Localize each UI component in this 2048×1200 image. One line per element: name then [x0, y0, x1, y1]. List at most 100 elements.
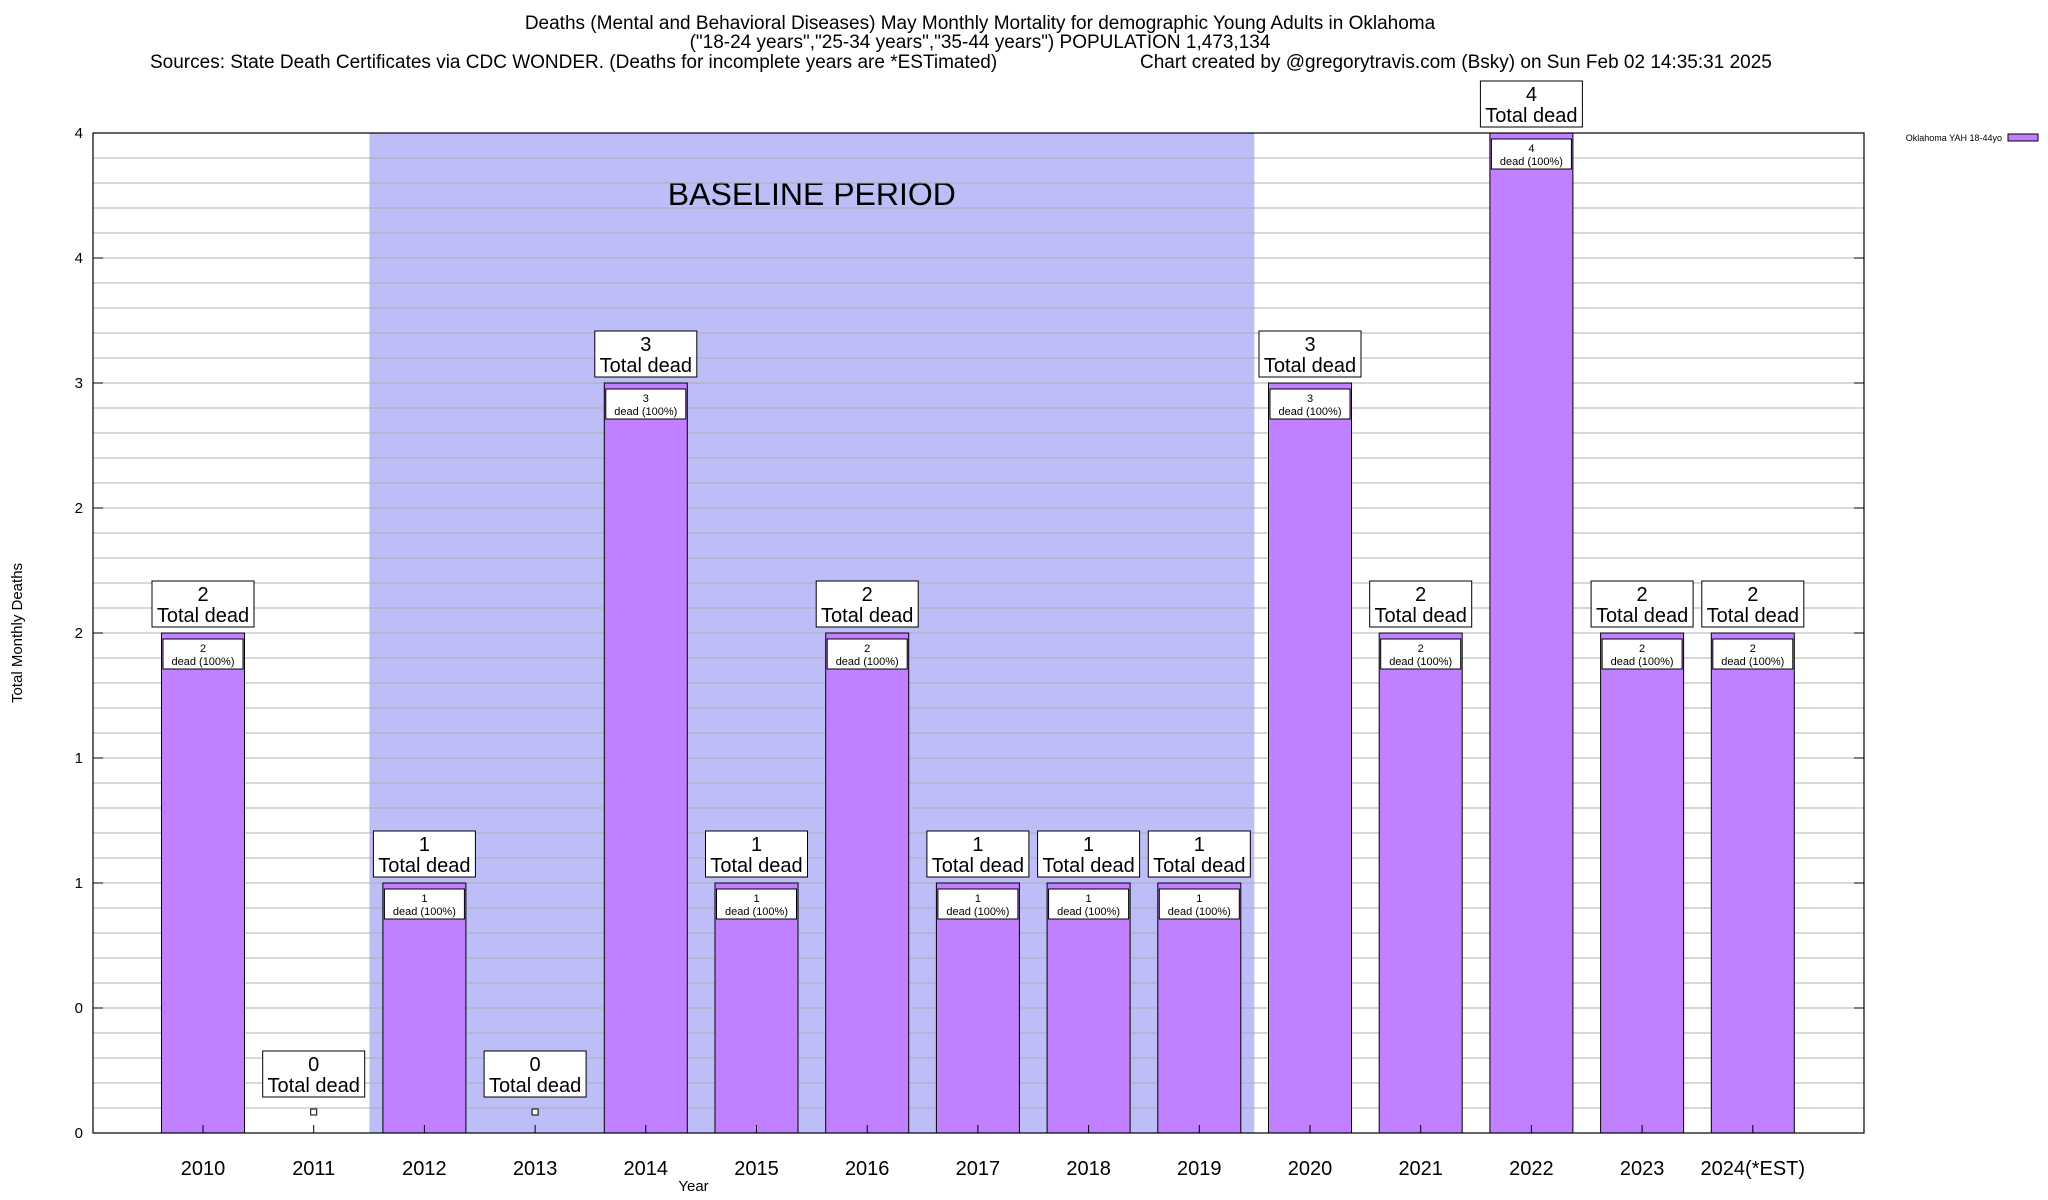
bar-inner-label-value: 2	[864, 643, 870, 655]
y-tick-label: 1	[75, 875, 83, 892]
bar	[603, 382, 688, 1134]
total-label-value: 2	[197, 584, 208, 606]
total-label-text: Total dead	[1596, 605, 1688, 627]
total-label-box	[926, 830, 1030, 878]
bar-inner-label-value: 4	[1528, 143, 1534, 155]
x-tick-label: 2014	[624, 1158, 669, 1180]
x-tick-label: 2021	[1398, 1158, 1443, 1180]
total-label-text: Total dead	[1042, 855, 1134, 877]
bar-inner-label-text: dead (100%)	[1168, 906, 1231, 918]
total-label-text: Total dead	[821, 605, 913, 627]
y-tick-label: 2	[75, 625, 83, 642]
total-label-text: Total dead	[157, 605, 249, 627]
total-label-value: 1	[1083, 834, 1094, 856]
x-tick-label: 2012	[402, 1158, 447, 1180]
bar-inner-label-value: 1	[421, 893, 427, 905]
bar	[1268, 382, 1352, 1134]
y-tick-label: 3	[75, 375, 83, 392]
bar-inner-label-value: 1	[975, 893, 981, 905]
x-tick-label: 2022	[1509, 1158, 1554, 1180]
chart-sources: Sources: State Death Certificates via CD…	[150, 52, 998, 73]
bar-inner-label-box	[1490, 138, 1572, 170]
total-label-box	[594, 330, 698, 378]
total-label-text: Total dead	[489, 1075, 581, 1097]
bar-inner-label-value: 3	[643, 393, 649, 405]
total-label-text: Total dead	[1485, 105, 1577, 127]
bar-inner-label-text: dead (100%)	[1721, 656, 1784, 668]
total-label-box	[483, 1050, 587, 1098]
bar-inner-label-box	[826, 638, 908, 670]
bar	[1600, 632, 1685, 1134]
total-label-text: Total dead	[1375, 605, 1467, 627]
bar-inner-label-box	[1712, 638, 1794, 670]
total-label-text: Total dead	[710, 855, 802, 877]
x-axis-label: Year	[678, 1178, 708, 1195]
y-tick-label: 0	[75, 1125, 83, 1142]
total-label-box	[1037, 830, 1141, 878]
bar	[935, 882, 1020, 1134]
total-label-value: 1	[419, 834, 430, 856]
bar-inner-label-value: 2	[1750, 643, 1756, 655]
total-label-box	[705, 830, 808, 878]
bar-inner-label-box	[1601, 638, 1683, 670]
baseline-label: BASELINE PERIOD	[668, 176, 956, 212]
bar-inner-label-box	[162, 638, 244, 670]
bar	[382, 882, 467, 1134]
bar-inner-label-text: dead (100%)	[172, 656, 235, 668]
bar-inner-label-value: 1	[753, 893, 759, 905]
bar-inner-label-text: dead (100%)	[836, 656, 899, 668]
x-tick-label: 2023	[1620, 1158, 1665, 1180]
total-label-box	[815, 580, 919, 628]
total-label-text: Total dead	[268, 1075, 360, 1097]
total-label-box	[1701, 580, 1805, 628]
total-label-value: 0	[308, 1054, 319, 1076]
bar	[714, 882, 799, 1134]
bar-inner-label-value: 1	[1196, 893, 1202, 905]
bar-inner-label-value: 1	[1086, 893, 1092, 905]
chart-title-line-1: Deaths (Mental and Behavioral Diseases) …	[524, 13, 1436, 34]
bar-inner-label-box	[1269, 388, 1351, 420]
bar-inner-label-text: dead (100%)	[1500, 156, 1563, 168]
x-tick-label: 2015	[734, 1158, 779, 1180]
legend-label: Oklahoma YAH 18-44yo	[1906, 133, 2002, 143]
bar-inner-label-value: 2	[1639, 643, 1645, 655]
total-label-value: 2	[1747, 584, 1758, 606]
bar-inner-label-value: 2	[200, 643, 206, 655]
bar	[1489, 132, 1574, 1134]
total-label-text: Total dead	[600, 355, 692, 377]
chart-title-line-2: ("18-24 years","25-34 years","35-44 year…	[689, 32, 1271, 53]
y-tick-label: 0	[75, 1000, 83, 1017]
x-tick-label: 2020	[1288, 1158, 1333, 1180]
y-tick-label: 4	[75, 250, 83, 267]
total-label-box	[151, 580, 255, 628]
bar-inner-label-text: dead (100%)	[1389, 656, 1452, 668]
total-label-text: Total dead	[1264, 355, 1356, 377]
total-label-value: 2	[1637, 584, 1648, 606]
total-label-box	[262, 1050, 366, 1098]
x-tick-label: 2013	[513, 1158, 558, 1180]
total-label-text: Total dead	[932, 855, 1024, 877]
total-label-box	[372, 830, 476, 878]
y-axis-label: Total Monthly Deaths	[9, 563, 26, 703]
total-label-value: 2	[1415, 584, 1426, 606]
bar-inner-label-box	[1048, 888, 1130, 920]
bar	[825, 632, 910, 1134]
bar-inner-label-box	[383, 888, 465, 920]
bar	[161, 632, 245, 1134]
bar-inner-label-box	[1158, 888, 1240, 920]
x-tick-label: 2011	[292, 1158, 335, 1180]
x-tick-label: 2018	[1066, 1158, 1111, 1180]
bar-inner-label-box	[716, 888, 797, 920]
bar	[1157, 882, 1242, 1134]
y-tick-label: 1	[75, 750, 83, 767]
total-label-value: 0	[530, 1054, 541, 1076]
total-label-value: 2	[862, 584, 873, 606]
total-label-value: 1	[751, 834, 762, 856]
bar-inner-label-text: dead (100%)	[725, 906, 788, 918]
total-label-box	[1258, 330, 1362, 378]
bar-inner-label-text: dead (100%)	[946, 906, 1009, 918]
zero-marker	[310, 1108, 318, 1116]
legend-swatch	[2007, 133, 2039, 142]
x-tick-label: 2024(*EST)	[1701, 1158, 1806, 1180]
